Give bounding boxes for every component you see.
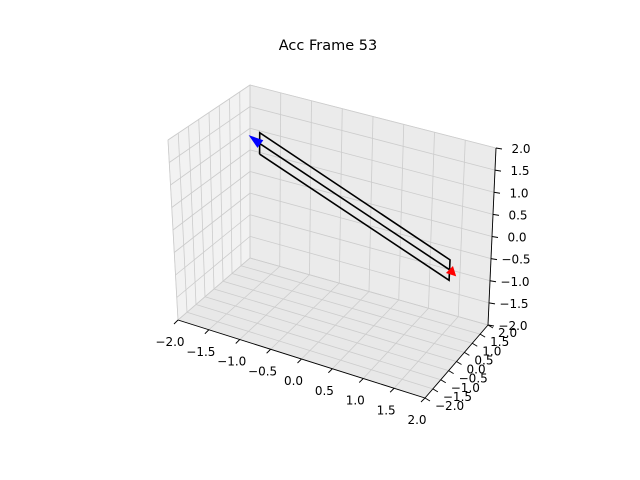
grid-line	[332, 299, 400, 370]
z-tick	[492, 213, 500, 216]
y-tick	[440, 379, 446, 384]
y-tick-label: 0.0	[467, 363, 486, 377]
x-tick	[266, 348, 271, 354]
x-tick	[297, 358, 302, 364]
grid-line	[172, 171, 251, 231]
grid-line	[249, 84, 497, 149]
x-tick	[204, 329, 210, 335]
z-tick-label: 1.5	[510, 164, 529, 178]
grid-line	[249, 106, 496, 171]
x-tick	[328, 368, 333, 374]
z-tick-label: 2.0	[511, 142, 530, 156]
grid-line	[428, 132, 435, 309]
grid-line	[213, 288, 457, 362]
red-arrow	[445, 266, 457, 277]
grid-line	[362, 307, 429, 379]
grid-line	[222, 280, 465, 353]
grid-line	[239, 91, 242, 266]
y-tick-label: 2.0	[498, 326, 517, 340]
x-tick-label: −2.0	[155, 335, 184, 349]
z-tick-label: −2.0	[498, 319, 527, 333]
grid-line	[170, 127, 251, 186]
axis-ticks: −2.0−1.5−1.0−0.50.00.51.01.52.0−2.0−1.5−…	[155, 142, 530, 427]
grid-line	[393, 316, 459, 389]
x-tick-label: 1.5	[377, 403, 396, 417]
z-tick-label: −0.5	[501, 253, 530, 267]
blue-arrow	[248, 135, 264, 148]
z-tick	[494, 169, 502, 172]
plot-series	[248, 131, 457, 282]
z-tick	[495, 147, 503, 150]
y-tick-label: −1.5	[443, 390, 472, 404]
x-tick-label: 2.0	[407, 413, 426, 427]
x-tick-label: −0.5	[248, 364, 277, 378]
frame-centerline	[259, 143, 451, 271]
y-tick-label: 1.0	[482, 344, 501, 358]
x-tick-label: 0.5	[315, 384, 334, 398]
x-tick-label: 0.0	[284, 374, 303, 388]
grid-line	[218, 105, 224, 282]
grid-line	[231, 273, 473, 344]
y-tick	[448, 370, 454, 375]
grid-line	[167, 84, 251, 141]
grid-line	[249, 257, 489, 326]
z-tick-label: −1.0	[500, 275, 529, 289]
y-tick-label: 0.5	[474, 353, 493, 367]
x-tick-label: −1.0	[217, 355, 246, 369]
y-tick	[432, 388, 439, 393]
z-tick	[489, 280, 497, 283]
z-tick	[487, 324, 495, 327]
grid-line	[229, 98, 233, 274]
x-tick	[235, 339, 241, 344]
y-tick	[479, 333, 486, 338]
grid-line	[240, 265, 481, 335]
z-tick-label: 0.5	[508, 208, 527, 222]
y-tick-label: 1.5	[490, 335, 509, 349]
grid-line	[398, 124, 405, 300]
z-tick	[491, 236, 499, 238]
x-tick	[420, 397, 426, 403]
x-tick	[389, 387, 395, 393]
y-tick	[424, 397, 431, 402]
z-tick	[488, 302, 496, 305]
x-tick	[358, 378, 364, 383]
chart-title: Acc Frame 53	[279, 38, 377, 54]
z-tick-label: −1.5	[499, 297, 528, 311]
grid-line	[457, 140, 466, 317]
z-tick	[493, 191, 501, 194]
y-tick-label: −1.0	[451, 381, 480, 395]
grid	[167, 84, 497, 399]
z-tick-label: 1.0	[509, 186, 528, 200]
y-tick	[472, 342, 478, 347]
x-tick	[173, 319, 179, 325]
grid-line	[169, 106, 251, 163]
z-tick-label: 0.0	[507, 231, 526, 245]
grid-line	[249, 171, 493, 237]
x-tick-label: 1.0	[346, 394, 365, 408]
y-tick	[464, 351, 470, 356]
grid-line	[171, 149, 251, 208]
grid-line	[249, 127, 495, 193]
y-tick-label: −0.5	[459, 372, 488, 386]
grid-line	[249, 149, 494, 215]
z-tick	[490, 258, 498, 261]
y-tick	[456, 361, 462, 365]
y-tick-label: −2.0	[435, 399, 464, 413]
x-tick-label: −1.5	[186, 345, 215, 359]
